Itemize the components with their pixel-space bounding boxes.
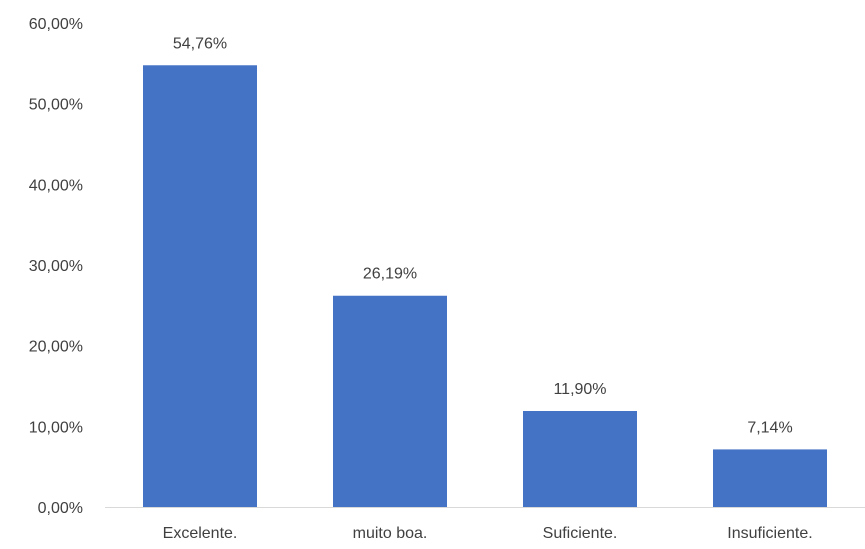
data-label: 7,14%: [747, 419, 792, 436]
category-label: Excelente.: [163, 525, 238, 542]
y-tick-label: 20,00%: [29, 339, 83, 356]
bar: [713, 449, 827, 507]
y-tick-label: 50,00%: [29, 97, 83, 114]
category-label: muito boa.: [353, 525, 428, 542]
data-label: 11,90%: [553, 381, 606, 398]
category-labels: Excelente. muito boa. Suficiente. Insuficie…: [163, 525, 813, 542]
category-label: Suficiente.: [543, 525, 618, 542]
y-tick-label: 60,00%: [29, 16, 83, 33]
y-tick-label: 0,00%: [38, 500, 83, 517]
data-label: 54,76%: [173, 35, 227, 52]
category-label: Insuficiente.: [727, 525, 812, 542]
y-tick-label: 10,00%: [29, 419, 83, 436]
data-label: 26,19%: [363, 266, 417, 283]
bars: [143, 65, 827, 507]
bar: [143, 65, 257, 507]
y-tick-label: 30,00%: [29, 258, 83, 275]
bar: [523, 411, 637, 507]
data-labels: 54,76% 26,19% 11,90% 7,14%: [173, 35, 793, 436]
y-tick-label: 40,00%: [29, 177, 83, 194]
y-axis-ticks: 0,00% 10,00% 20,00% 30,00% 40,00% 50,00% 60,00…: [29, 16, 83, 517]
bar: [333, 295, 447, 507]
